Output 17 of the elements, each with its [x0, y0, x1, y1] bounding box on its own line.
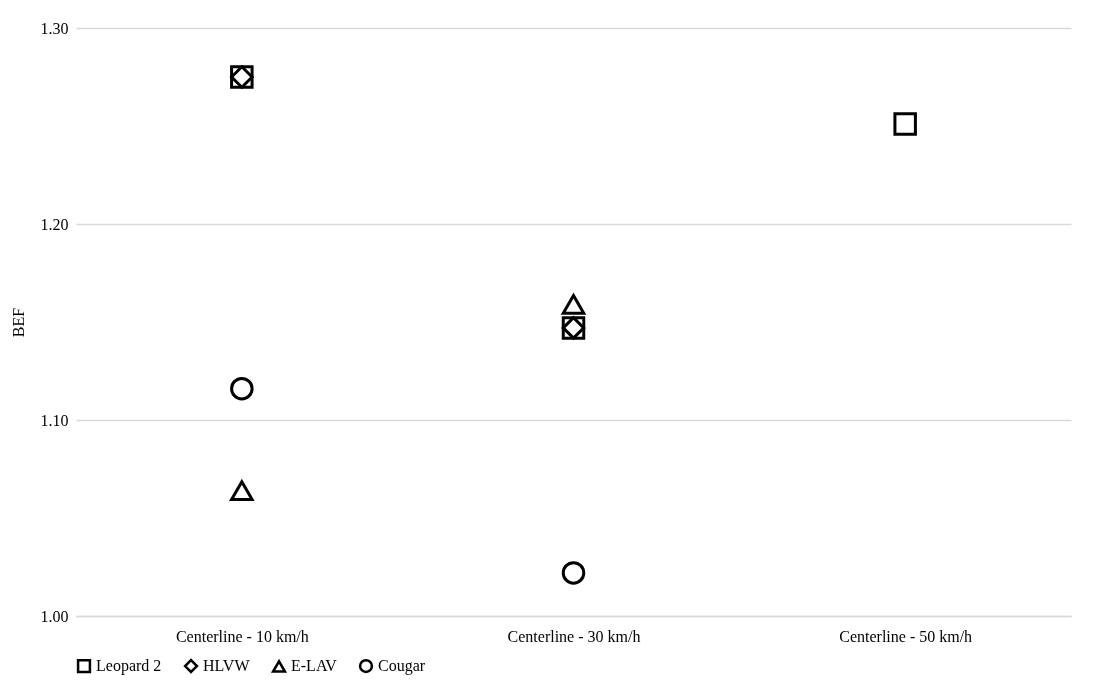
- point: [561, 561, 586, 585]
- y-tick-label: 1.30: [40, 19, 69, 37]
- legend-label: Leopard 2: [96, 657, 162, 676]
- point: [561, 293, 586, 315]
- point: [230, 376, 254, 401]
- legend-label: Cougar: [378, 657, 426, 676]
- y-tick-label: 1.20: [40, 215, 69, 233]
- y-tick-label: 1.10: [40, 411, 69, 429]
- legend-label: E-LAV: [291, 657, 338, 675]
- point: [230, 480, 254, 501]
- x-tick-label: Centerline - 50 km/h: [839, 627, 973, 645]
- x-tick-label: Centerline - 30 km/h: [507, 627, 641, 645]
- x-tick-label: Centerline - 10 km/h: [175, 627, 309, 645]
- y-tick-label: 1.00: [40, 607, 69, 625]
- legend-label: HLVW: [203, 657, 251, 675]
- y-axis-title: BEF: [9, 307, 27, 338]
- point: [893, 112, 917, 136]
